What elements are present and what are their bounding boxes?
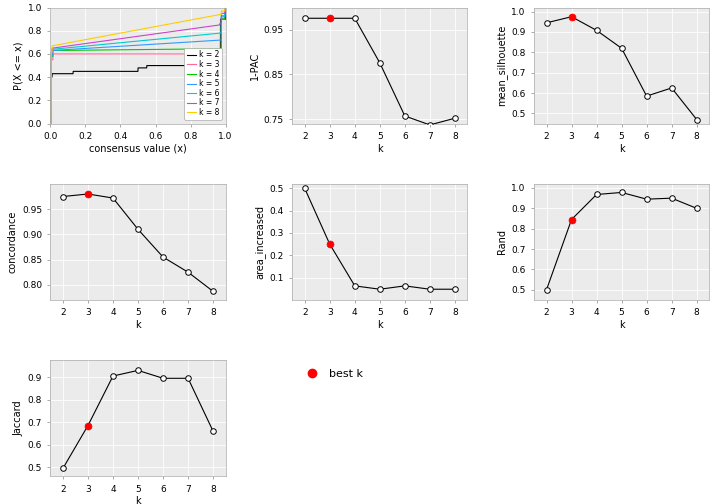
k = 7 — [123, 35, 132, 41]
k = 6 — [220, 5, 229, 11]
Y-axis label: area_increased: area_increased — [254, 205, 265, 279]
k = 4 — [123, 47, 132, 53]
k = 4 — [117, 47, 125, 53]
k = 6 — [183, 33, 192, 39]
Line: k = 7: k = 7 — [50, 8, 225, 123]
k = 3 — [46, 120, 55, 127]
k = 3 — [220, 5, 229, 11]
k = 4 — [46, 120, 55, 127]
k = 5 — [221, 5, 230, 11]
k = 2 — [123, 69, 132, 75]
k = 4 — [220, 5, 229, 11]
k = 8 — [220, 5, 229, 11]
k = 8 — [46, 120, 55, 127]
k = 3 — [183, 51, 192, 57]
Y-axis label: Rand: Rand — [497, 229, 507, 255]
X-axis label: k: k — [135, 320, 141, 330]
Y-axis label: concordance: concordance — [8, 211, 18, 273]
k = 6 — [64, 45, 73, 51]
k = 4 — [64, 47, 73, 53]
k = 6 — [166, 35, 175, 41]
k = 6 — [46, 120, 55, 127]
k = 2 — [186, 62, 194, 69]
k = 7 — [166, 29, 175, 35]
k = 3 — [123, 51, 132, 57]
X-axis label: k: k — [618, 320, 624, 330]
k = 5 — [46, 120, 55, 127]
k = 5 — [117, 43, 125, 49]
k = 4 — [221, 5, 230, 11]
k = 8 — [166, 21, 175, 27]
k = 2 — [64, 71, 73, 77]
k = 4 — [166, 46, 175, 52]
k = 8 — [186, 17, 194, 23]
k = 7 — [117, 36, 125, 42]
X-axis label: k: k — [135, 496, 141, 504]
k = 2 — [221, 5, 230, 11]
k = 5 — [183, 39, 192, 45]
k = 4 — [183, 46, 192, 52]
k = 3 — [117, 51, 125, 57]
k = 4 — [186, 46, 194, 52]
Legend: best k: best k — [298, 366, 366, 383]
Line: k = 2: k = 2 — [50, 8, 225, 123]
k = 5 — [64, 46, 73, 52]
k = 8 — [64, 40, 73, 46]
k = 6 — [221, 5, 230, 11]
Line: k = 5: k = 5 — [50, 8, 225, 123]
k = 3 — [64, 51, 73, 57]
k = 8 — [183, 18, 192, 24]
k = 7 — [221, 5, 230, 11]
k = 6 — [123, 39, 132, 45]
Legend: k = 2, k = 3, k = 4, k = 5, k = 6, k = 7, k = 8: k = 2, k = 3, k = 4, k = 5, k = 6, k = 7… — [184, 48, 222, 120]
k = 5 — [166, 40, 175, 46]
Line: k = 3: k = 3 — [50, 8, 225, 123]
X-axis label: consensus value (x): consensus value (x) — [89, 144, 187, 154]
k = 3 — [166, 51, 175, 57]
k = 6 — [186, 33, 194, 39]
k = 8 — [117, 30, 125, 36]
k = 7 — [46, 120, 55, 127]
k = 2 — [117, 69, 125, 75]
k = 6 — [117, 40, 125, 46]
Y-axis label: mean_silhouette: mean_silhouette — [496, 25, 507, 106]
k = 5 — [123, 43, 132, 49]
X-axis label: k: k — [618, 144, 624, 154]
k = 5 — [220, 5, 229, 11]
k = 8 — [123, 29, 132, 35]
k = 3 — [221, 5, 230, 11]
k = 7 — [220, 5, 229, 11]
Y-axis label: 1-PAC: 1-PAC — [250, 51, 260, 80]
k = 5 — [186, 39, 194, 45]
Line: k = 6: k = 6 — [50, 8, 225, 123]
Line: k = 4: k = 4 — [50, 8, 225, 123]
k = 2 — [46, 120, 55, 127]
Line: k = 8: k = 8 — [50, 8, 225, 123]
X-axis label: k: k — [377, 320, 382, 330]
X-axis label: k: k — [377, 144, 382, 154]
k = 7 — [186, 26, 194, 32]
Y-axis label: P(X <= x): P(X <= x) — [14, 41, 24, 90]
k = 8 — [221, 5, 230, 11]
k = 2 — [183, 62, 192, 69]
k = 7 — [183, 26, 192, 32]
k = 3 — [186, 51, 194, 57]
k = 7 — [64, 43, 73, 49]
k = 2 — [166, 62, 175, 69]
Y-axis label: Jaccard: Jaccard — [14, 401, 24, 436]
